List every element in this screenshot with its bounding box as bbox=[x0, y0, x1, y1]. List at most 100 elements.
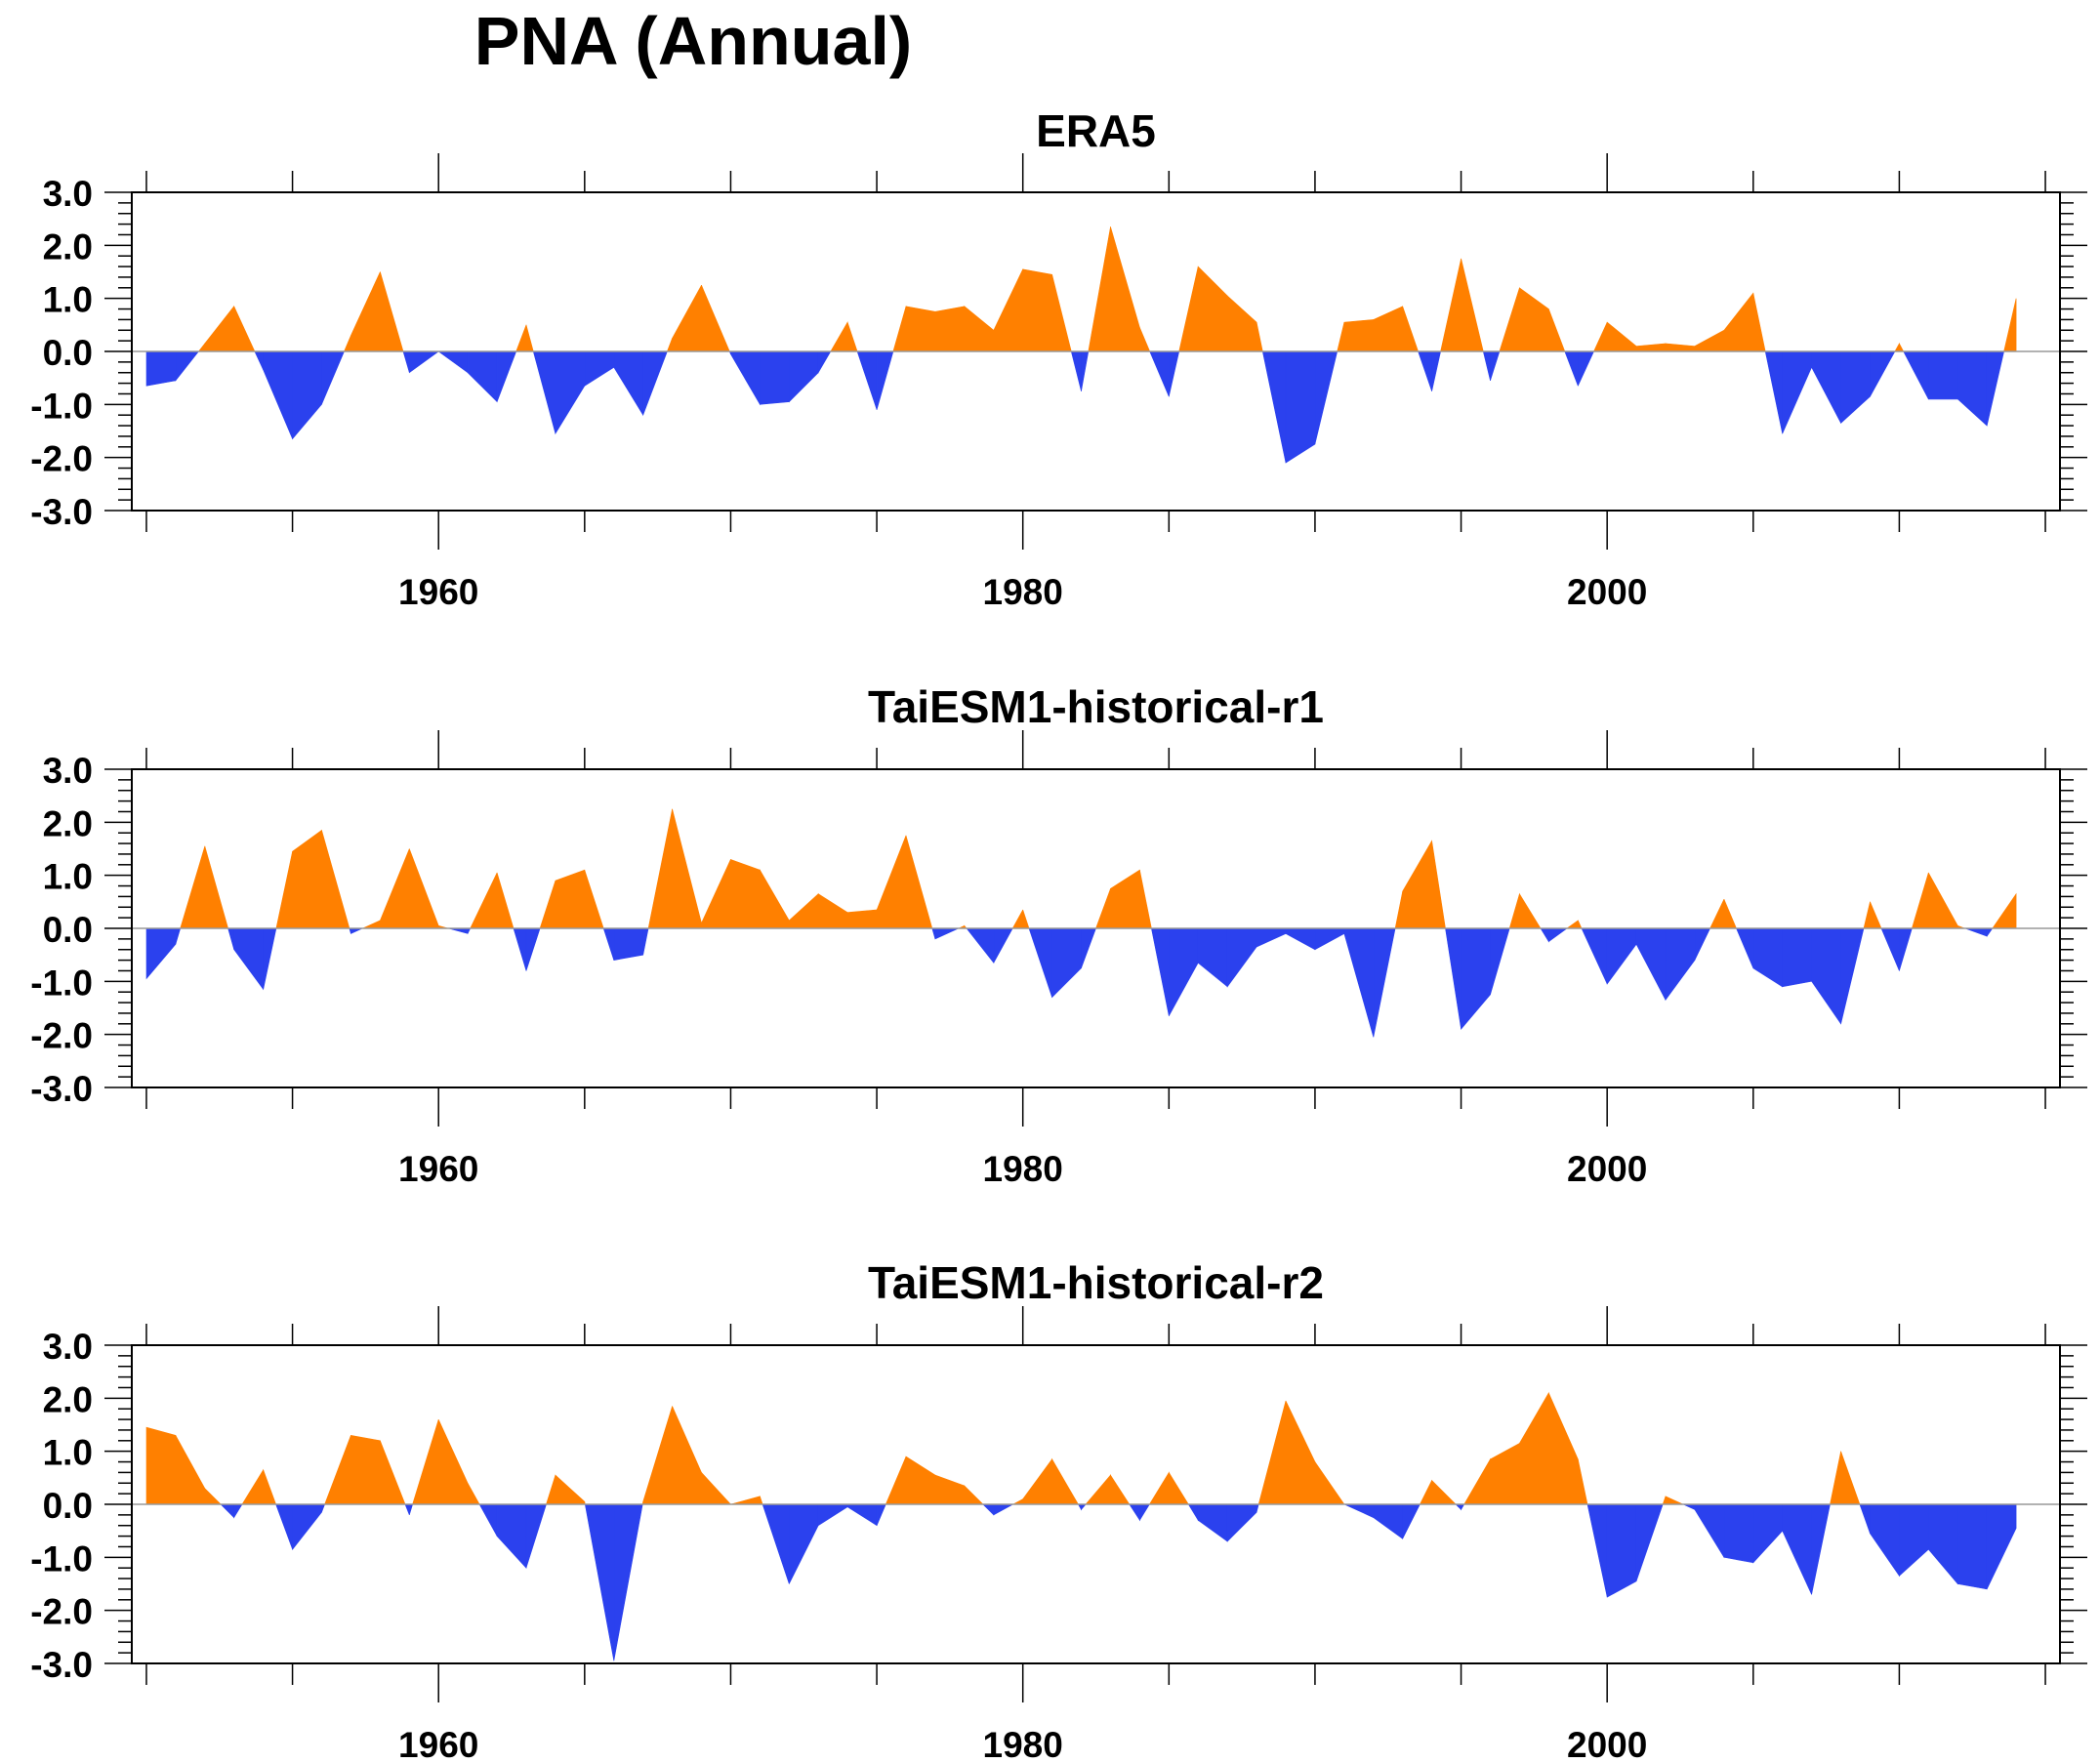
positive-area bbox=[1490, 1442, 1520, 1505]
negative-area bbox=[145, 350, 177, 387]
positive-area bbox=[380, 1440, 406, 1505]
positive-area bbox=[555, 1474, 586, 1505]
positive-area bbox=[1110, 869, 1140, 929]
positive-area bbox=[876, 835, 907, 929]
negative-area bbox=[1149, 350, 1170, 397]
negative-area bbox=[175, 350, 200, 382]
negative-area bbox=[404, 1503, 410, 1516]
positive-area bbox=[1870, 901, 1882, 929]
negative-area bbox=[1694, 1503, 1725, 1559]
positive-area bbox=[1110, 1474, 1131, 1505]
positive-area bbox=[1178, 266, 1199, 352]
y-tick-label: -1.0 bbox=[30, 386, 93, 426]
positive-area bbox=[905, 1456, 936, 1505]
x-tick-label: 2000 bbox=[1567, 1725, 1647, 1763]
negative-area bbox=[1665, 927, 1696, 1002]
negative-area bbox=[525, 927, 541, 971]
negative-area bbox=[1811, 350, 1841, 424]
positive-area bbox=[1139, 327, 1151, 352]
panel-title: ERA5 bbox=[1036, 105, 1156, 156]
positive-area bbox=[1463, 1457, 1491, 1505]
negative-area bbox=[642, 350, 668, 416]
positive-area bbox=[350, 1435, 381, 1505]
x-tick-label: 1960 bbox=[398, 1149, 478, 1189]
positive-area bbox=[350, 271, 381, 352]
negative-area bbox=[613, 350, 644, 417]
positive-area bbox=[1578, 1458, 1588, 1505]
positive-area bbox=[647, 808, 673, 929]
positive-area bbox=[846, 909, 878, 929]
negative-area bbox=[1782, 927, 1812, 988]
positive-area bbox=[701, 859, 731, 929]
positive-area bbox=[1723, 292, 1754, 352]
y-tick-label: -3.0 bbox=[30, 1069, 93, 1109]
positive-area bbox=[672, 808, 702, 929]
positive-area bbox=[467, 1483, 480, 1505]
positive-area bbox=[1022, 268, 1052, 352]
negative-area bbox=[876, 350, 894, 410]
y-tick-label: 1.0 bbox=[43, 857, 93, 897]
x-tick-label: 1960 bbox=[398, 1725, 478, 1763]
negative-area bbox=[966, 927, 995, 964]
negative-area bbox=[1169, 927, 1199, 1016]
positive-area bbox=[1519, 892, 1542, 929]
negative-area bbox=[1694, 927, 1711, 961]
positive-area bbox=[1419, 1480, 1432, 1505]
y-tick-label: -2.0 bbox=[30, 1016, 93, 1056]
negative-area bbox=[467, 927, 472, 934]
negative-area bbox=[1285, 927, 1316, 951]
positive-area bbox=[324, 1435, 351, 1505]
negative-area bbox=[642, 927, 649, 956]
negative-area bbox=[1606, 1503, 1637, 1598]
positive-area bbox=[1911, 872, 1929, 929]
positive-area bbox=[344, 335, 351, 352]
negative-area bbox=[1081, 350, 1090, 391]
positive-area bbox=[830, 320, 848, 352]
positive-area bbox=[1508, 893, 1520, 929]
negative-area bbox=[1226, 1503, 1257, 1542]
negative-area bbox=[1899, 927, 1913, 971]
negative-area bbox=[1606, 927, 1637, 985]
positive-area bbox=[730, 858, 761, 929]
positive-area bbox=[1694, 329, 1725, 352]
positive-area bbox=[993, 268, 1023, 352]
positive-area bbox=[1593, 321, 1608, 352]
positive-area bbox=[1169, 1471, 1189, 1505]
negative-area bbox=[1840, 927, 1865, 1024]
positive-area bbox=[1863, 901, 1871, 929]
positive-area bbox=[1022, 1457, 1052, 1505]
negative-area bbox=[1139, 1503, 1150, 1522]
positive-area bbox=[496, 872, 515, 929]
positive-area bbox=[1011, 909, 1023, 929]
panel-era5: ERA5 -3.0 -2.0 -1.0 0.0 1.0 2.0 3.0 1960 1980 2000 bbox=[30, 105, 2087, 612]
negative-area bbox=[602, 927, 615, 961]
x-tick-label: 1980 bbox=[983, 572, 1063, 612]
y-tick-label: -2.0 bbox=[30, 1592, 93, 1632]
negative-area bbox=[788, 1503, 819, 1584]
positive-area bbox=[1012, 1498, 1023, 1505]
negative-area bbox=[292, 350, 322, 440]
negative-area bbox=[856, 350, 878, 410]
negative-area bbox=[817, 350, 832, 374]
x-tick-label: 1980 bbox=[983, 1725, 1063, 1763]
positive-area bbox=[885, 1456, 907, 1505]
negative-area bbox=[555, 350, 586, 435]
panel-taiesm1-r1: TaiESM1-historical-r1 -3.0 -2.0 -1.0 0.0 1.0 2… bbox=[30, 681, 2087, 1189]
negative-area bbox=[1197, 927, 1228, 988]
positive-area bbox=[1022, 909, 1030, 929]
y-tick-label: 3.0 bbox=[43, 174, 93, 214]
positive-area bbox=[539, 881, 556, 929]
positive-area bbox=[1566, 920, 1579, 929]
negative-area bbox=[1314, 350, 1338, 445]
negative-area bbox=[1957, 350, 1988, 427]
negative-area bbox=[408, 1503, 414, 1515]
negative-area bbox=[1635, 1503, 1664, 1581]
negative-area bbox=[1490, 350, 1501, 381]
negative-area bbox=[1682, 1503, 1696, 1510]
negative-area bbox=[993, 1503, 1013, 1516]
positive-area bbox=[408, 848, 439, 929]
negative-area bbox=[1431, 350, 1441, 391]
positive-area bbox=[555, 869, 586, 929]
negative-area bbox=[1028, 927, 1052, 998]
negative-area bbox=[1343, 1503, 1375, 1519]
